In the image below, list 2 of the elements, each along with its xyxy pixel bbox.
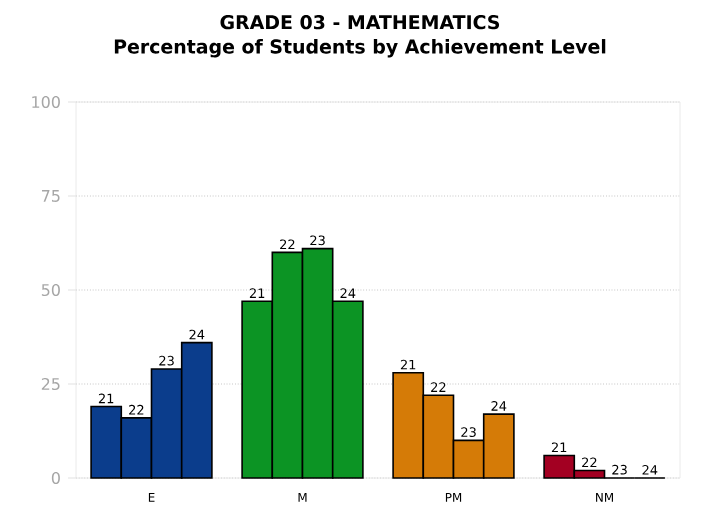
chart-subtitle: Percentage of Students by Achievement Level — [114, 39, 606, 58]
chart-title: GRADE 03 - MATHEMATICS — [220, 15, 500, 30]
